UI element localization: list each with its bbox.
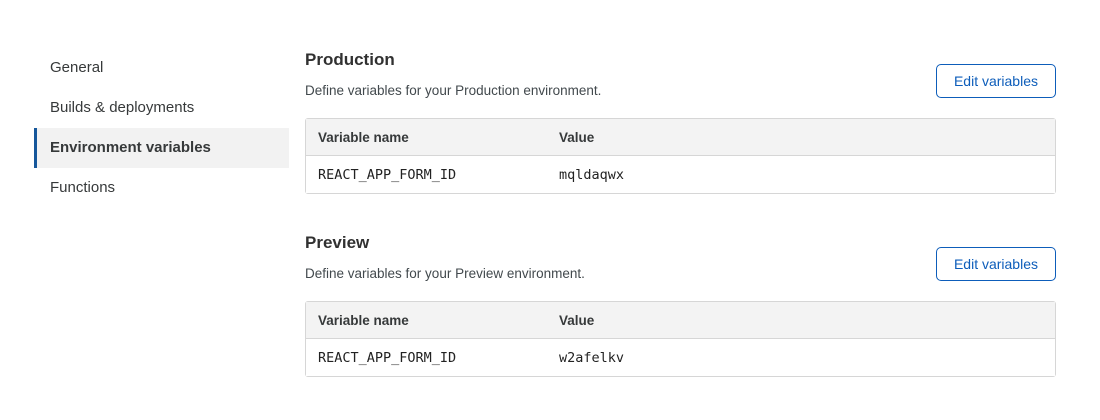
production-section-header: Production Define variables for your Pro… <box>305 48 1056 101</box>
preview-edit-variables-button[interactable]: Edit variables <box>935 247 1056 281</box>
environment-variables-panel: Production Define variables for your Pro… <box>305 0 1056 414</box>
preview-title: Preview <box>305 233 370 252</box>
table-row: REACT_APP_FORM_ID mqldaqwx <box>306 156 1055 193</box>
sidebar-item-builds-deployments[interactable]: Builds & deployments <box>50 99 195 116</box>
variable-name-cell: REACT_APP_FORM_ID <box>306 156 547 193</box>
production-description: Define variables for your Production env… <box>305 83 602 98</box>
preview-section-header: Preview Define variables for your Previe… <box>305 231 1056 284</box>
table-row: REACT_APP_FORM_ID w2afelkv <box>306 339 1055 376</box>
preview-variables-table: Variable name Value REACT_APP_FORM_ID w2… <box>305 301 1056 377</box>
preview-description: Define variables for your Preview enviro… <box>305 266 585 281</box>
variable-name-cell: REACT_APP_FORM_ID <box>306 339 547 376</box>
value-column-header: Value <box>547 302 1055 339</box>
preview-section: Preview Define variables for your Previe… <box>305 231 1056 377</box>
settings-sidebar: General Builds & deployments Environment… <box>34 0 289 208</box>
table-header-row: Variable name Value <box>306 119 1055 156</box>
sidebar-item-functions[interactable]: Functions <box>50 179 116 196</box>
variable-value-cell: mqldaqwx <box>547 156 1055 193</box>
variable-name-column-header: Variable name <box>306 302 547 339</box>
variable-value-cell: w2afelkv <box>547 339 1055 376</box>
sidebar-item-general[interactable]: General <box>50 59 104 76</box>
table-header-row: Variable name Value <box>306 302 1055 339</box>
preview-heading-group: Preview Define variables for your Previe… <box>305 231 585 284</box>
production-edit-variables-button[interactable]: Edit variables <box>935 64 1056 98</box>
production-title: Production <box>305 50 395 69</box>
production-section: Production Define variables for your Pro… <box>305 48 1056 194</box>
variable-name-column-header: Variable name <box>306 119 547 156</box>
sidebar-item-environment-variables[interactable]: Environment variables <box>34 128 289 168</box>
production-heading-group: Production Define variables for your Pro… <box>305 48 601 101</box>
value-column-header: Value <box>547 119 1055 156</box>
production-variables-table: Variable name Value REACT_APP_FORM_ID mq… <box>305 118 1056 194</box>
